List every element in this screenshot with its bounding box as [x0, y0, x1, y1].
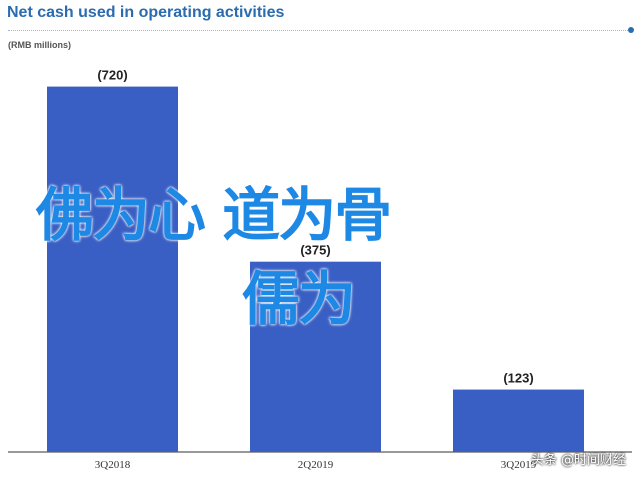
- data-label-3Q2019: (123): [503, 371, 533, 386]
- data-label-3Q2018: (720): [97, 68, 127, 83]
- x-tick-label-2Q2019: 2Q2019: [298, 459, 334, 471]
- overlay-text-line-2: 儒为: [242, 265, 356, 333]
- bar-3Q2019: [453, 389, 584, 452]
- data-label-2Q2019: (375): [300, 243, 330, 258]
- watermark: 头条 @时间财经: [530, 453, 626, 468]
- divider-end-dot: [628, 27, 634, 33]
- title-divider: [8, 30, 632, 31]
- x-tick-label-3Q2019: 3Q2019: [501, 459, 537, 471]
- overlay-text-line-1: 佛为心 道为骨: [36, 181, 392, 249]
- chart-subtitle: (RMB millions): [8, 40, 71, 50]
- x-tick-label-3Q2018: 3Q2018: [95, 459, 131, 471]
- bar-3Q2018: [47, 86, 178, 452]
- bar-2Q2019: [250, 261, 381, 452]
- chart-title: Net cash used in operating activities: [7, 4, 285, 21]
